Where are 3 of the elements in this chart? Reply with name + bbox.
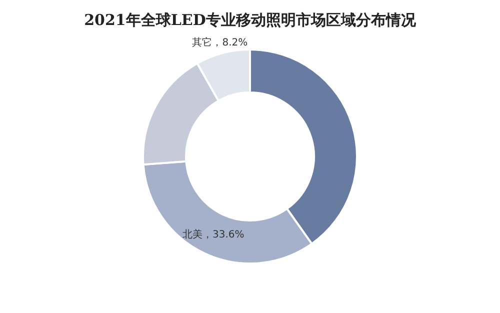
slice-label: 北美，33.6% [182, 228, 244, 240]
chart-title: 2021年全球LED专业移动照明市场区域分布情况 [84, 11, 417, 29]
slice-label: 其它，8.2% [192, 36, 248, 48]
